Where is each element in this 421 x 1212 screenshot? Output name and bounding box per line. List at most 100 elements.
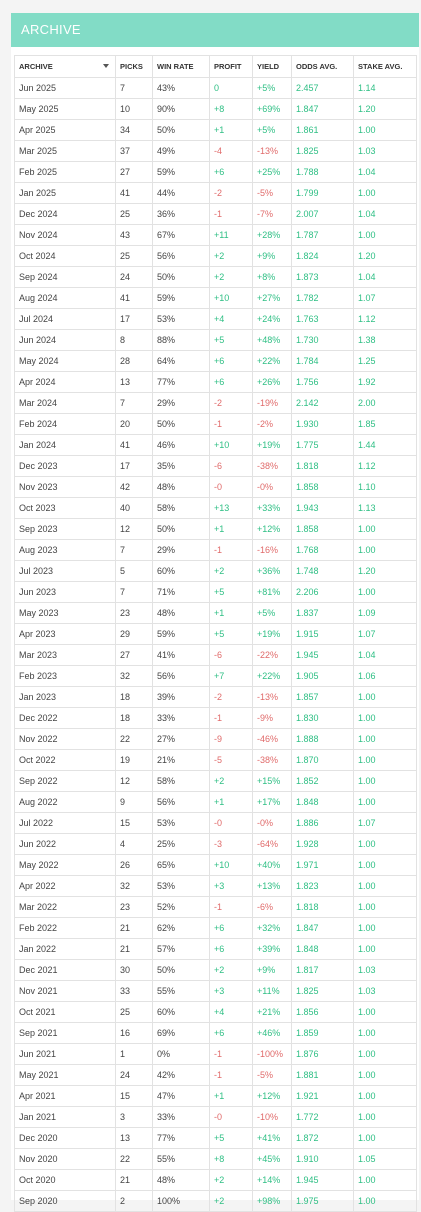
win-rate-cell: 47% [152,1085,210,1107]
yield-cell: +5% [252,119,292,141]
profit-cell: -1 [209,1043,253,1065]
stake-avg-column-header[interactable]: STAKE AVG. [353,55,417,78]
month-cell: Jan 2021 [14,1106,116,1128]
stake-avg-cell: 1.00 [353,182,417,204]
profit-cell: +10 [209,287,253,309]
odds-avg-cell: 1.784 [291,350,354,372]
win-rate-cell: 58% [152,497,210,519]
win-rate-cell: 64% [152,350,210,372]
picks-cell: 41 [115,287,153,309]
table-row: Oct 2022 19 21% -5 -38% 1.870 1.00 [14,749,417,771]
profit-cell: -1 [209,707,253,729]
profit-column-header[interactable]: PROFIT [209,55,253,78]
month-cell: Feb 2022 [14,917,116,939]
win-rate-cell: 100% [152,1190,210,1212]
picks-column-header[interactable]: PICKS [115,55,153,78]
table-row: Feb 2024 20 50% -1 -2% 1.930 1.85 [14,413,417,435]
profit-cell: +10 [209,434,253,456]
picks-cell: 17 [115,308,153,330]
table-row: Sep 2023 12 50% +1 +12% 1.858 1.00 [14,518,417,540]
odds-avg-cell: 1.872 [291,1127,354,1149]
table-row: Oct 2024 25 56% +2 +9% 1.824 1.20 [14,245,417,267]
picks-cell: 26 [115,854,153,876]
profit-cell: -9 [209,728,253,750]
picks-cell: 13 [115,1127,153,1149]
stake-avg-cell: 1.00 [353,938,417,960]
picks-cell: 29 [115,623,153,645]
win-rate-cell: 71% [152,581,210,603]
picks-cell: 25 [115,245,153,267]
table-row: Oct 2020 21 48% +2 +14% 1.945 1.00 [14,1169,417,1191]
yield-cell: +14% [252,1169,292,1191]
odds-avg-cell: 1.772 [291,1106,354,1128]
win-rate-cell: 42% [152,1064,210,1086]
odds-avg-cell: 1.886 [291,812,354,834]
picks-cell: 23 [115,602,153,624]
win-rate-cell: 77% [152,1127,210,1149]
odds-avg-cell: 1.830 [291,707,354,729]
win-rate-cell: 56% [152,791,210,813]
stake-avg-cell: 1.00 [353,770,417,792]
yield-column-header[interactable]: YIELD [252,55,292,78]
yield-cell: +24% [252,308,292,330]
month-cell: Mar 2024 [14,392,116,414]
odds-avg-cell: 1.856 [291,1001,354,1023]
table-row: Jul 2024 17 53% +4 +24% 1.763 1.12 [14,308,417,330]
stake-avg-cell: 1.00 [353,1190,417,1212]
month-cell: Apr 2025 [14,119,116,141]
profit-cell: +2 [209,770,253,792]
odds-avg-cell: 1.825 [291,980,354,1002]
chevron-down-icon[interactable] [103,64,109,68]
win-rate-cell: 41% [152,644,210,666]
yield-cell: -9% [252,707,292,729]
picks-cell: 27 [115,161,153,183]
stake-avg-cell: 1.05 [353,1148,417,1170]
stake-avg-cell: 1.00 [353,1064,417,1086]
stake-avg-cell: 1.04 [353,161,417,183]
stake-avg-cell: 1.92 [353,371,417,393]
yield-cell: -13% [252,686,292,708]
yield-cell: +40% [252,854,292,876]
win-rate-cell: 57% [152,938,210,960]
profit-cell: +6 [209,371,253,393]
month-cell: Jun 2023 [14,581,116,603]
odds-avg-column-header[interactable]: ODDS AVG. [291,55,354,78]
table-row: Jan 2024 41 46% +10 +19% 1.775 1.44 [14,434,417,456]
picks-cell: 3 [115,1106,153,1128]
odds-avg-cell: 1.823 [291,875,354,897]
archive-panel: ARCHIVE ARCHIVE PICKS WIN RATE PROFIT YI… [11,13,419,1212]
profit-cell: +1 [209,1085,253,1107]
picks-cell: 15 [115,812,153,834]
archive-column-header[interactable]: ARCHIVE [14,55,116,78]
picks-cell: 33 [115,980,153,1002]
stake-avg-cell: 1.04 [353,644,417,666]
win-rate-cell: 33% [152,707,210,729]
win-rate-cell: 46% [152,434,210,456]
picks-cell: 27 [115,644,153,666]
month-cell: Oct 2020 [14,1169,116,1191]
table-row: May 2024 28 64% +6 +22% 1.784 1.25 [14,350,417,372]
odds-avg-cell: 1.837 [291,602,354,624]
win-rate-cell: 58% [152,770,210,792]
profit-cell: 0 [209,77,253,99]
stake-avg-cell: 1.20 [353,98,417,120]
table-header-row: ARCHIVE PICKS WIN RATE PROFIT YIELD ODDS… [14,55,417,78]
win-rate-cell: 50% [152,959,210,981]
stake-avg-cell: 1.38 [353,329,417,351]
odds-avg-cell: 1.928 [291,833,354,855]
picks-cell: 18 [115,707,153,729]
picks-cell: 1 [115,1043,153,1065]
odds-avg-cell: 1.763 [291,308,354,330]
win-rate-column-header[interactable]: WIN RATE [152,55,210,78]
odds-avg-cell: 1.782 [291,287,354,309]
odds-avg-cell: 1.870 [291,749,354,771]
stake-avg-cell: 1.00 [353,1043,417,1065]
stake-avg-cell: 1.44 [353,434,417,456]
profit-cell: +2 [209,959,253,981]
profit-cell: +1 [209,119,253,141]
stake-avg-cell: 1.07 [353,812,417,834]
win-rate-cell: 56% [152,245,210,267]
stake-avg-cell: 1.00 [353,707,417,729]
odds-avg-cell: 1.921 [291,1085,354,1107]
yield-cell: +13% [252,875,292,897]
